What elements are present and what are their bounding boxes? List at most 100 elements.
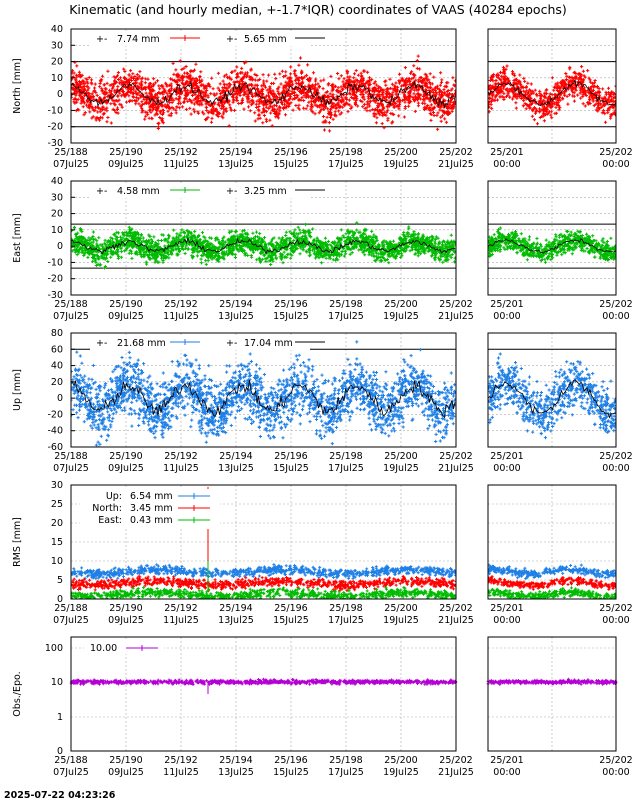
y-tick-label: 100 — [45, 643, 63, 654]
x-tick-label-date: 15Jul25 — [273, 767, 309, 778]
y-tick-label: 5 — [57, 575, 63, 586]
legend-box — [84, 640, 164, 654]
y-tick-label: 0 — [57, 89, 63, 100]
legend-entry-spread: 7.74 mm — [117, 34, 160, 45]
y-tick-label: -20 — [47, 122, 63, 133]
rms-points-zoom-0 — [488, 563, 616, 580]
x-tick-label-date: 11Jul25 — [163, 615, 199, 626]
legend-entry-value: 3.45 mm — [130, 503, 173, 514]
x-tick-label-time-zoom: 00:00 — [493, 615, 520, 626]
x-tick-label-date: 21Jul25 — [438, 463, 474, 474]
y-tick-label: 1 — [57, 712, 63, 723]
x-tick-label-date: 19Jul25 — [383, 159, 419, 170]
plot-frame-main — [70, 28, 457, 144]
x-tick-label-date: 13Jul25 — [218, 311, 254, 322]
x-tick-label-time-zoom: 00:00 — [602, 311, 629, 322]
x-tick-label-doy: 25/196 — [274, 147, 307, 158]
legend-entry-name: 10.00 — [90, 643, 117, 654]
y-axis-label: East [mm] — [12, 213, 23, 262]
x-tick-label-date: 13Jul25 — [218, 463, 254, 474]
x-tick-label-date: 17Jul25 — [328, 159, 364, 170]
x-tick-label-doy-zoom: 25/201 — [490, 147, 523, 158]
x-tick-label-time-zoom: 00:00 — [493, 463, 520, 474]
x-tick-label-date: 07Jul25 — [53, 311, 89, 322]
x-tick-label-doy: 25/200 — [384, 755, 417, 766]
x-tick-label-doy: 25/202 — [439, 147, 472, 158]
plot-frame-main — [70, 636, 457, 752]
legend-marker: +- — [226, 186, 237, 197]
x-tick-label-doy: 25/198 — [329, 147, 362, 158]
legend-entry-name: Up: — [106, 491, 122, 502]
x-tick-label-doy-zoom: 25/201 — [490, 451, 523, 462]
x-tick-label-doy: 25/194 — [219, 755, 252, 766]
legend-entry-median: 3.25 mm — [244, 186, 287, 197]
plot-frame-zoom — [487, 180, 617, 296]
obs-points-zoom — [486, 677, 618, 686]
x-tick-label-date: 19Jul25 — [383, 463, 419, 474]
legend-entry-name: North: — [92, 503, 122, 514]
timestamp: 2025-07-22 04:23:26 — [4, 790, 116, 800]
x-tick-label-doy: 25/196 — [274, 755, 307, 766]
y-tick-label: 40 — [51, 24, 63, 35]
x-tick-label-doy: 25/196 — [274, 451, 307, 462]
x-tick-label-date: 21Jul25 — [438, 767, 474, 778]
legend-box — [90, 184, 310, 198]
x-tick-label-date: 21Jul25 — [438, 615, 474, 626]
obs-points — [69, 677, 458, 686]
x-tick-label-doy: 25/198 — [329, 451, 362, 462]
y-tick-label: -40 — [47, 426, 63, 437]
legend-entry-spread: 21.68 mm — [117, 338, 166, 349]
x-tick-label-doy: 25/192 — [164, 299, 197, 310]
y-tick-label: -10 — [47, 257, 63, 268]
x-tick-label-date: 15Jul25 — [273, 159, 309, 170]
x-tick-label-date: 21Jul25 — [438, 159, 474, 170]
legend-marker: +- — [226, 338, 237, 349]
rms-points-0 — [71, 563, 456, 580]
y-axis-label: Up [mm] — [12, 369, 23, 411]
x-tick-label-date: 09Jul25 — [108, 463, 144, 474]
x-tick-label-doy-zoom: 25/202 — [599, 451, 632, 462]
x-tick-label-date: 09Jul25 — [108, 159, 144, 170]
x-tick-label-doy: 25/190 — [109, 147, 142, 158]
median-line-zoom-up — [488, 379, 616, 419]
legend-box — [90, 336, 310, 350]
x-tick-label-doy-zoom: 25/202 — [599, 299, 632, 310]
y-tick-label: -20 — [47, 274, 63, 285]
x-tick-label-date: 07Jul25 — [53, 767, 89, 778]
legend-marker: +- — [96, 338, 107, 349]
x-tick-label-doy: 25/200 — [384, 147, 417, 158]
x-tick-label-doy: 25/196 — [274, 603, 307, 614]
median-line-east — [71, 236, 456, 255]
x-tick-label-doy-zoom: 25/201 — [490, 299, 523, 310]
plot-frame-main — [70, 484, 457, 600]
x-tick-label-doy: 25/202 — [439, 299, 472, 310]
legend-marker: +- — [96, 34, 107, 45]
x-tick-label-time-zoom: 00:00 — [493, 767, 520, 778]
data-points-zoom-north — [488, 64, 616, 126]
median-line-up — [71, 379, 456, 419]
x-tick-label-time-zoom: 00:00 — [493, 159, 520, 170]
x-tick-label-date: 13Jul25 — [218, 767, 254, 778]
legend-marker: +- — [226, 34, 237, 45]
x-tick-label-doy: 25/194 — [219, 603, 252, 614]
x-tick-label-doy: 25/192 — [164, 755, 197, 766]
x-tick-label-date: 13Jul25 — [218, 615, 254, 626]
y-axis-label: RMS [mm] — [12, 517, 23, 567]
plot-frame-zoom — [487, 28, 617, 144]
x-tick-label-doy-zoom: 25/202 — [599, 755, 632, 766]
x-tick-label-date: 17Jul25 — [328, 463, 364, 474]
x-tick-label-doy: 25/194 — [219, 147, 252, 158]
rms-points-zoom-1 — [488, 575, 616, 591]
y-tick-label: 30 — [51, 192, 63, 203]
y-tick-label: -30 — [47, 290, 63, 301]
y-tick-label: 0 — [57, 241, 63, 252]
x-tick-label-date: 15Jul25 — [273, 463, 309, 474]
x-tick-label-doy: 25/198 — [329, 755, 362, 766]
x-tick-label-date: 15Jul25 — [273, 615, 309, 626]
x-tick-label-doy: 25/200 — [384, 451, 417, 462]
x-tick-label-doy: 25/196 — [274, 299, 307, 310]
plot-frame-main — [70, 332, 457, 448]
median-line-zoom-north — [488, 79, 616, 107]
y-tick-label: -60 — [47, 442, 63, 453]
